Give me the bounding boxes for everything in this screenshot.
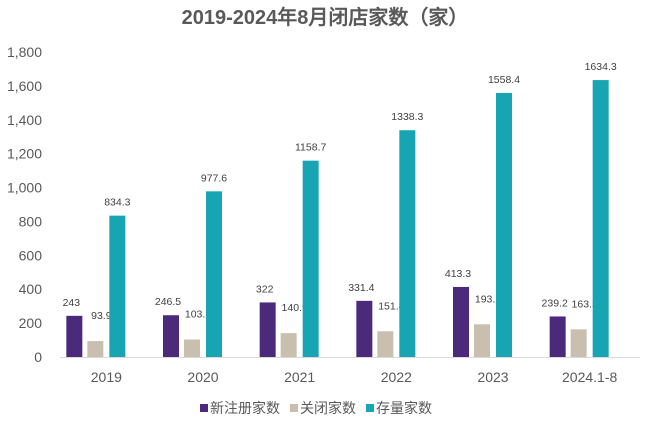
bar bbox=[87, 341, 104, 357]
data-label: 246.5 bbox=[155, 296, 181, 308]
bar bbox=[206, 191, 222, 357]
chart-title: 2019-2024年8月闭店家数（家） bbox=[182, 5, 469, 29]
data-label: 1634.3 bbox=[585, 61, 617, 73]
legend-label: 关闭家数 bbox=[300, 400, 356, 416]
y-tick-label: 0 bbox=[34, 349, 42, 365]
y-tick-label: 1,000 bbox=[7, 180, 42, 196]
y-tick-label: 800 bbox=[19, 213, 43, 229]
bar bbox=[399, 130, 416, 357]
bar bbox=[592, 80, 609, 358]
bar bbox=[302, 160, 319, 357]
x-tick-label: 2023 bbox=[477, 369, 508, 385]
data-label: 1338.3 bbox=[391, 111, 423, 123]
legend-swatch bbox=[290, 404, 298, 412]
bar bbox=[163, 315, 179, 357]
bar bbox=[184, 339, 200, 357]
y-tick-label: 1,600 bbox=[7, 78, 42, 94]
legend-swatch bbox=[366, 404, 374, 412]
bar bbox=[377, 331, 394, 357]
legend-swatch bbox=[200, 404, 208, 412]
legend-label: 存量家数 bbox=[376, 400, 432, 416]
x-tick-label: 2019 bbox=[91, 369, 122, 385]
bar bbox=[66, 315, 83, 357]
data-label: 239.2 bbox=[542, 297, 568, 309]
x-tick-label: 2021 bbox=[284, 369, 315, 385]
bar bbox=[453, 286, 469, 357]
data-label: 331.4 bbox=[348, 282, 374, 294]
bar bbox=[570, 329, 587, 357]
data-label: 834.3 bbox=[104, 197, 130, 209]
data-label: 93.9 bbox=[91, 310, 112, 322]
y-tick-label: 1,800 bbox=[7, 44, 42, 60]
y-tick-label: 1,200 bbox=[7, 146, 42, 162]
data-label: 322 bbox=[256, 283, 274, 295]
data-label: 243 bbox=[63, 297, 81, 309]
bar bbox=[474, 324, 490, 357]
bar bbox=[259, 302, 276, 357]
data-label: 193.2 bbox=[475, 293, 501, 305]
y-tick-label: 200 bbox=[19, 315, 43, 331]
data-label: 1158.7 bbox=[295, 142, 326, 154]
bar bbox=[109, 215, 126, 357]
data-label: 103.2 bbox=[185, 309, 211, 321]
bar bbox=[496, 92, 512, 357]
data-label: 413.3 bbox=[445, 268, 471, 280]
data-label: 1558.4 bbox=[488, 74, 520, 86]
bar bbox=[356, 300, 373, 357]
y-tick-label: 600 bbox=[19, 247, 43, 263]
bar bbox=[549, 316, 566, 357]
x-tick-label: 2020 bbox=[187, 369, 218, 385]
bar bbox=[280, 333, 297, 357]
x-tick-label: 2022 bbox=[381, 369, 412, 385]
data-label: 977.6 bbox=[201, 172, 227, 184]
x-tick-label: 2024.1-8 bbox=[562, 369, 617, 385]
data-label: 151.8 bbox=[378, 300, 404, 312]
legend-label: 新注册家数 bbox=[210, 400, 280, 416]
data-label: 140.9 bbox=[282, 302, 308, 314]
y-tick-label: 400 bbox=[19, 281, 43, 297]
y-tick-label: 1,400 bbox=[7, 112, 42, 128]
data-label: 163.3 bbox=[572, 298, 598, 310]
